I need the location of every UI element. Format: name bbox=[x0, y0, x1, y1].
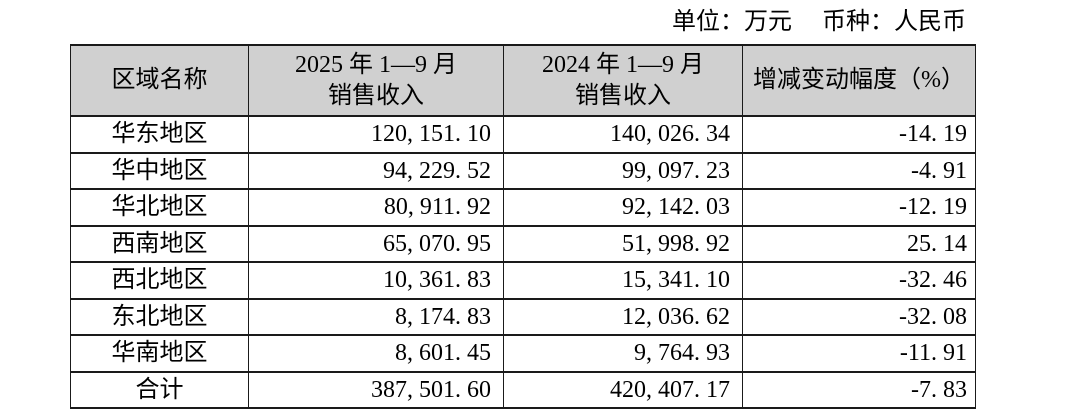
col-header-region: 区域名称 bbox=[70, 44, 249, 117]
table-row: 华中地区 94, 229. 52 99, 097. 23 -4. 91 bbox=[70, 151, 976, 190]
region-name-cell: 华中地区 bbox=[70, 151, 249, 190]
region-name-cell: 东北地区 bbox=[70, 297, 249, 336]
region-name-cell: 西南地区 bbox=[70, 224, 249, 263]
revenue-2024-total-cell: 420, 407. 17 bbox=[503, 370, 743, 409]
change-pct-total-cell: -7. 83 bbox=[742, 370, 976, 409]
revenue-2024-cell: 99, 097. 23 bbox=[503, 151, 743, 190]
col-header-revenue-2025: 2025 年 1—9 月 销售收入 bbox=[248, 44, 504, 117]
revenue-2025-cell: 65, 070. 95 bbox=[248, 224, 504, 263]
table-row: 华北地区 80, 911. 92 92, 142. 03 -12. 19 bbox=[70, 188, 976, 227]
region-name-cell: 华北地区 bbox=[70, 188, 249, 227]
header-row: 区域名称 2025 年 1—9 月 销售收入 2024 年 1—9 月 销售收入… bbox=[70, 44, 976, 117]
change-pct-cell: 25. 14 bbox=[742, 224, 976, 263]
total-label-cell: 合计 bbox=[70, 370, 249, 409]
revenue-2025-cell: 10, 361. 83 bbox=[248, 261, 504, 300]
currency-label: 币种：人民币 bbox=[822, 9, 966, 35]
revenue-2025-cell: 8, 174. 83 bbox=[248, 297, 504, 336]
change-pct-cell: -32. 08 bbox=[742, 297, 976, 336]
table-row: 华南地区 8, 601. 45 9, 764. 93 -11. 91 bbox=[70, 334, 976, 373]
revenue-2025-total-cell: 387, 501. 60 bbox=[248, 370, 504, 409]
table-header: 区域名称 2025 年 1—9 月 销售收入 2024 年 1—9 月 销售收入… bbox=[70, 44, 976, 117]
change-pct-cell: -14. 19 bbox=[742, 115, 976, 154]
change-pct-cell: -11. 91 bbox=[742, 334, 976, 373]
revenue-2024-cell: 9, 764. 93 bbox=[503, 334, 743, 373]
revenue-2024-cell: 51, 998. 92 bbox=[503, 224, 743, 263]
revenue-2024-cell: 15, 341. 10 bbox=[503, 261, 743, 300]
total-row: 合计 387, 501. 60 420, 407. 17 -7. 83 bbox=[70, 370, 976, 409]
table-row: 西北地区 10, 361. 83 15, 341. 10 -32. 46 bbox=[70, 261, 976, 300]
revenue-2025-cell: 120, 151. 10 bbox=[248, 115, 504, 154]
table-body: 华东地区 120, 151. 10 140, 026. 34 -14. 19 华… bbox=[70, 115, 976, 409]
region-name-cell: 西北地区 bbox=[70, 261, 249, 300]
region-name-cell: 华南地区 bbox=[70, 334, 249, 373]
revenue-2024-cell: 140, 026. 34 bbox=[503, 115, 743, 154]
regional-revenue-table: 区域名称 2025 年 1—9 月 销售收入 2024 年 1—9 月 销售收入… bbox=[70, 44, 976, 409]
revenue-2024-cell: 92, 142. 03 bbox=[503, 188, 743, 227]
table-row: 西南地区 65, 070. 95 51, 998. 92 25. 14 bbox=[70, 224, 976, 263]
change-pct-cell: -12. 19 bbox=[742, 188, 976, 227]
revenue-2025-cell: 8, 601. 45 bbox=[248, 334, 504, 373]
revenue-2025-cell: 80, 911. 92 bbox=[248, 188, 504, 227]
change-pct-cell: -32. 46 bbox=[742, 261, 976, 300]
unit-label: 单位：万元 bbox=[672, 9, 792, 35]
revenue-2025-cell: 94, 229. 52 bbox=[248, 151, 504, 190]
revenue-2024-cell: 12, 036. 62 bbox=[503, 297, 743, 336]
table-row: 华东地区 120, 151. 10 140, 026. 34 -14. 19 bbox=[70, 115, 976, 154]
region-name-cell: 华东地区 bbox=[70, 115, 249, 154]
col-header-change-pct: 增减变动幅度（%） bbox=[742, 44, 976, 117]
table-caption: 单位：万元 币种：人民币 bbox=[672, 8, 966, 36]
col-header-revenue-2024: 2024 年 1—9 月 销售收入 bbox=[503, 44, 743, 117]
table-row: 东北地区 8, 174. 83 12, 036. 62 -32. 08 bbox=[70, 297, 976, 336]
change-pct-cell: -4. 91 bbox=[742, 151, 976, 190]
